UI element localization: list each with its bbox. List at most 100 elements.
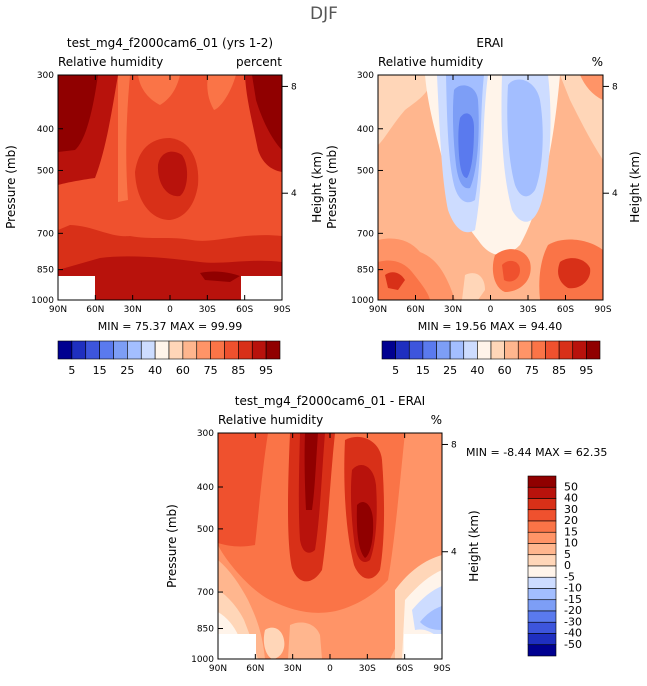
colorbar-swatch xyxy=(99,340,114,360)
colorbar-swatch xyxy=(436,340,451,360)
colorbar-label: 15 xyxy=(93,364,107,377)
x-tick-label: 60N xyxy=(246,664,264,674)
colorbar-swatch xyxy=(531,340,546,360)
units-label: % xyxy=(592,55,603,69)
colorbar-swatch xyxy=(527,531,557,544)
panel-model: test_mg4_f2000cam6_01 (yrs 1-2) Relative… xyxy=(4,36,324,333)
p-tick-label: 500 xyxy=(37,166,54,176)
units-label: % xyxy=(431,413,442,427)
colorbar-swatch xyxy=(527,520,557,533)
colorbar-label: 30 xyxy=(564,503,578,516)
h-tick-label: 8 xyxy=(612,82,618,92)
y-axis-label: Pressure (mb) xyxy=(325,145,339,229)
colorbar-swatch xyxy=(265,340,281,360)
p-tick-label: 400 xyxy=(197,483,214,493)
colorbar-label: -15 xyxy=(564,593,582,606)
colorbar-swatch xyxy=(168,340,184,360)
colorbar-swatch xyxy=(57,340,73,360)
x-tick-label: 30S xyxy=(199,305,216,315)
contour-field xyxy=(378,75,603,300)
colorbar-swatch xyxy=(527,610,557,623)
x-tick-label: 60N xyxy=(406,305,424,315)
colorbar-swatch xyxy=(572,340,587,360)
panel-title: test_mg4_f2000cam6_01 (yrs 1-2) xyxy=(67,36,273,50)
colorbar: 5 15 25 40 60 75 85 95 xyxy=(57,340,281,377)
colorbar-swatch xyxy=(545,340,560,360)
h-tick-label: 4 xyxy=(291,189,297,199)
x-tick-label: 0 xyxy=(488,305,494,315)
colorbar-swatch xyxy=(140,340,156,360)
colorbar-label: 40 xyxy=(148,364,162,377)
colorbar-swatch xyxy=(527,644,557,657)
p-tick-label: 850 xyxy=(197,624,214,634)
x-tick-label: 30S xyxy=(519,305,536,315)
min-max-readout: MIN = 19.56 MAX = 94.40 xyxy=(418,320,562,333)
colorbar-swatch xyxy=(85,340,100,360)
colorbar-swatch xyxy=(408,340,424,360)
colorbar-swatch xyxy=(154,340,170,360)
colorbar: 5 15 25 40 60 75 85 95 xyxy=(381,340,601,377)
colorbar-label: 20 xyxy=(564,514,578,527)
variable-label: Relative humidity xyxy=(378,55,483,69)
x-tick-label: 30N xyxy=(284,664,302,674)
x-tick-label: 30N xyxy=(124,305,142,315)
p-tick-label: 300 xyxy=(37,71,54,81)
colorbar-swatch xyxy=(527,543,557,556)
colorbar-label: 85 xyxy=(231,364,245,377)
colorbar-swatch xyxy=(463,340,478,360)
p-tick-label: 400 xyxy=(37,125,54,135)
colorbar-swatch xyxy=(210,340,225,360)
colorbar-label: -40 xyxy=(564,627,582,640)
axis-ticks: 90N 60N 30N 0 30S 60S 90S 300 400 500 700 850 1000 8 4 xyxy=(351,71,618,315)
colorbar-label: -30 xyxy=(564,615,582,628)
colorbar-label: 60 xyxy=(176,364,190,377)
variable-label: Relative humidity xyxy=(58,55,163,69)
colorbar-label: 0 xyxy=(564,559,571,572)
colorbar-swatch xyxy=(527,554,557,567)
colorbar-swatch xyxy=(224,340,239,360)
colorbar-label: 5 xyxy=(68,364,75,377)
p-tick-label: 700 xyxy=(357,229,374,239)
y-axis-label: Pressure (mb) xyxy=(4,145,18,229)
colorbar-swatch xyxy=(527,475,557,488)
figure-title: DJF xyxy=(310,4,338,24)
x-tick-label: 90S xyxy=(594,305,611,315)
colorbar-swatch xyxy=(558,340,574,360)
x-tick-label: 90N xyxy=(209,664,227,674)
h-tick-label: 8 xyxy=(291,82,297,92)
colorbar-label: -10 xyxy=(564,582,582,595)
panel-title: test_mg4_f2000cam6_01 - ERAI xyxy=(235,394,425,408)
p-tick-label: 1000 xyxy=(351,296,374,306)
p-tick-label: 500 xyxy=(197,525,214,535)
axis-ticks: 90N 60N 30N 0 30S 60S 90S 300 400 500 700 850 1000 8 4 xyxy=(191,429,457,674)
y2-axis-label: Height (km) xyxy=(467,510,481,581)
colorbar-label: 60 xyxy=(498,364,512,377)
colorbar-swatch xyxy=(127,340,142,360)
colorbar-label: -5 xyxy=(564,570,575,583)
colorbar-swatch xyxy=(422,340,437,360)
colorbar-swatch xyxy=(527,509,557,522)
colorbar-swatch xyxy=(251,340,267,360)
colorbar-swatch xyxy=(395,340,410,360)
colorbar-swatch xyxy=(504,340,519,360)
colorbar-swatch xyxy=(527,599,557,612)
p-tick-label: 300 xyxy=(357,71,374,81)
x-tick-label: 60N xyxy=(86,305,104,315)
p-tick-label: 300 xyxy=(197,429,214,439)
colorbar-swatch xyxy=(113,340,128,360)
colorbar-swatch xyxy=(527,621,557,634)
colorbar-label: -50 xyxy=(564,638,582,651)
colorbar-label: 5 xyxy=(392,364,399,377)
x-tick-label: 60S xyxy=(396,664,413,674)
x-tick-label: 90S xyxy=(433,664,450,674)
contour-field xyxy=(218,433,442,659)
p-tick-label: 1000 xyxy=(31,296,54,306)
colorbar-label: 95 xyxy=(579,364,593,377)
colorbar-swatch xyxy=(238,340,253,360)
colorbar-label: 25 xyxy=(443,364,457,377)
units-label: percent xyxy=(236,55,282,69)
colorbar-swatch xyxy=(477,340,492,360)
colorbar-label: 40 xyxy=(470,364,484,377)
colorbar-swatch xyxy=(527,576,557,589)
colorbar-swatch xyxy=(381,340,396,360)
